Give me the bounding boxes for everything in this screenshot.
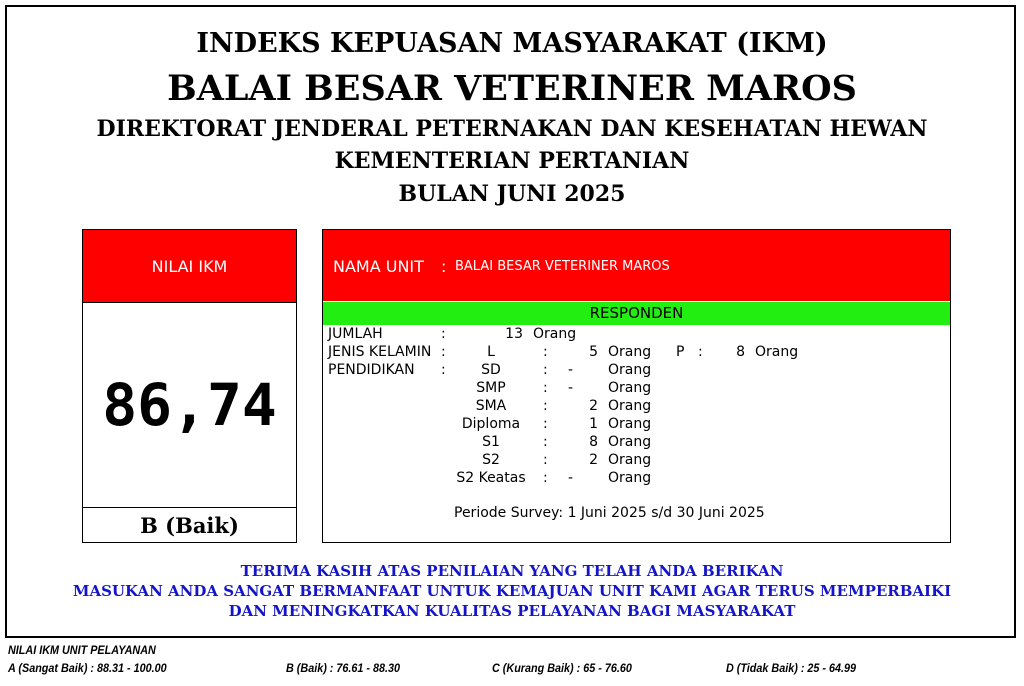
education-count: 1: [589, 416, 598, 432]
poster-frame: [5, 5, 1016, 638]
colon: :: [698, 344, 703, 360]
colon: :: [543, 344, 548, 360]
legend-d: D (Tidak Baik) : 25 - 64.99: [726, 661, 857, 675]
unit-label: Orang: [608, 434, 652, 450]
unit-header: NAMA UNIT : BALAI BESAR VETERINER MAROS: [323, 230, 950, 301]
colon: :: [441, 326, 446, 342]
unit-label: Orang: [608, 362, 652, 378]
unit-colon: :: [441, 257, 447, 276]
education-count: 2: [589, 452, 598, 468]
unit-label: Orang: [608, 344, 652, 360]
male-value: 5: [589, 344, 598, 360]
male-label: L: [487, 344, 495, 360]
total-label: JUMLAH: [328, 326, 383, 342]
education-label: PENDIDIKAN: [328, 362, 415, 378]
education-count: 8: [589, 434, 598, 450]
education-level: S1: [482, 434, 500, 450]
education-level: Diploma: [461, 416, 521, 432]
legend-a: A (Sangat Baik) : 88.31 - 100.00: [8, 661, 167, 675]
education-level: S2: [482, 452, 500, 468]
thanks-line-3: DAN MENINGKATKAN KUALITAS PELAYANAN BAGI…: [228, 602, 796, 620]
education-count: 2: [589, 398, 598, 414]
education-level: SMP: [476, 380, 506, 396]
colon: :: [543, 434, 548, 450]
education-level: SD: [481, 362, 501, 378]
unit-label: Orang: [755, 344, 799, 360]
unit-label: Orang: [608, 398, 652, 414]
unit-label: NAMA UNIT: [333, 257, 424, 276]
education-count: -: [568, 362, 574, 378]
ikm-value: 86,74: [102, 371, 277, 439]
unit-label: Orang: [608, 452, 652, 468]
ikm-label: NILAI IKM: [83, 230, 296, 303]
female-value: 8: [736, 344, 745, 360]
thanks-line-2: MASUKAN ANDA SANGAT BERMANFAAT UNTUK KEM…: [72, 582, 952, 600]
legend-b: B (Baik) : 76.61 - 88.30: [286, 661, 401, 675]
unit-label: Orang: [608, 380, 652, 396]
title-month: BULAN JUNI 2025: [398, 181, 626, 207]
title-ikm: INDEKS KEPUASAN MASYARAKAT (IKM): [196, 28, 828, 59]
colon: :: [543, 470, 548, 486]
legend-c: C (Kurang Baik) : 65 - 76.60: [492, 661, 632, 675]
title-ministry: KEMENTERIAN PERTANIAN: [334, 148, 690, 174]
gender-label: JENIS KELAMIN: [328, 344, 432, 360]
unit-label: Orang: [533, 326, 577, 342]
colon: :: [441, 362, 446, 378]
unit-label: Orang: [608, 470, 652, 486]
colon: :: [543, 362, 548, 378]
colon: :: [543, 398, 548, 414]
respondents-title: RESPONDEN: [323, 302, 950, 325]
female-label: P: [676, 344, 685, 360]
education-count: -: [568, 470, 574, 486]
education-count: -: [568, 380, 574, 396]
unit-label: Orang: [608, 416, 652, 432]
unit-box: NAMA UNIT : BALAI BESAR VETERINER MAROS …: [322, 229, 951, 543]
total-value: 13: [505, 326, 523, 342]
colon: :: [543, 380, 548, 396]
title-directorate: DIREKTORAT JENDERAL PETERNAKAN DAN KESEH…: [96, 116, 928, 142]
survey-period: Periode Survey: 1 Juni 2025 s/d 30 Juni …: [454, 505, 765, 521]
education-level: SMA: [475, 398, 507, 414]
ikm-grade: B (Baik): [83, 507, 296, 543]
legend-title: NILAI IKM UNIT PELAYANAN: [8, 643, 156, 657]
colon: :: [441, 344, 446, 360]
title-institution: BALAI BESAR VETERINER MAROS: [167, 68, 857, 109]
colon: :: [543, 416, 548, 432]
education-level: S2 Keatas: [456, 470, 526, 486]
thanks-line-1: TERIMA KASIH ATAS PENILAIAN YANG TELAH A…: [240, 562, 784, 580]
ikm-score-box: NILAI IKM 86,74 B (Baik): [82, 229, 297, 543]
unit-name: BALAI BESAR VETERINER MAROS: [455, 259, 670, 274]
colon: :: [543, 452, 548, 468]
